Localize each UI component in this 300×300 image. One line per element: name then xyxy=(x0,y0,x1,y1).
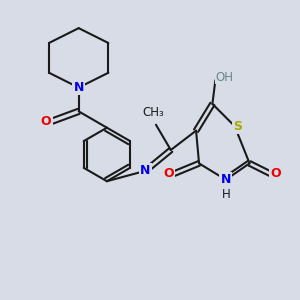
Text: S: S xyxy=(233,120,242,133)
Text: N: N xyxy=(74,81,84,94)
Text: O: O xyxy=(270,167,281,180)
Text: H: H xyxy=(221,188,230,201)
Text: CH₃: CH₃ xyxy=(142,106,164,119)
Text: O: O xyxy=(41,115,51,128)
Text: O: O xyxy=(163,167,174,180)
Text: OH: OH xyxy=(215,71,233,84)
Text: N: N xyxy=(220,173,231,186)
Text: N: N xyxy=(140,164,151,177)
